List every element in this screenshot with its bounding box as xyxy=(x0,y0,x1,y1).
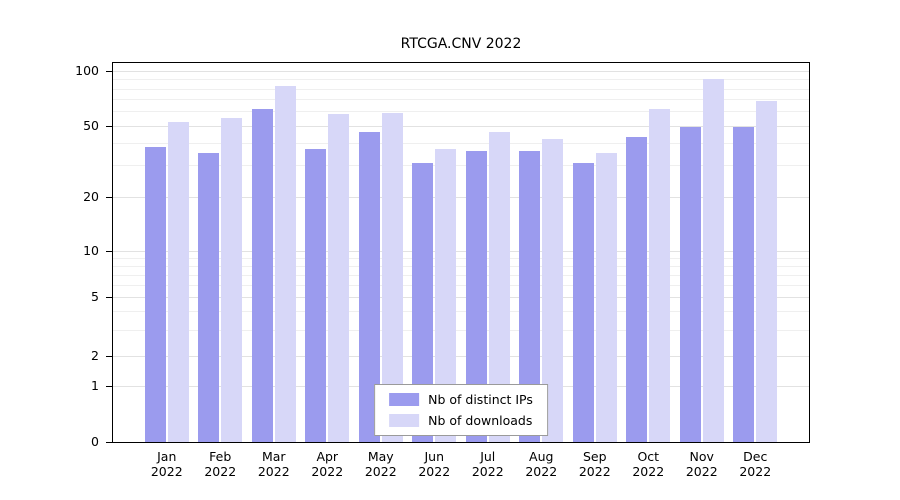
bar-distinct-ips xyxy=(679,127,701,442)
legend-label-downloads: Nb of downloads xyxy=(428,413,533,428)
y-axis-tick-label: 100 xyxy=(75,62,99,78)
gridline-minor xyxy=(113,165,809,167)
x-axis-label: Dec 2022 xyxy=(739,449,772,479)
y-axis-tick-mark xyxy=(106,197,112,199)
y-axis-tick-label: 1 xyxy=(91,378,99,394)
bar-downloads xyxy=(328,113,350,442)
x-axis-label: Nov 2022 xyxy=(685,449,718,479)
gridline-major xyxy=(113,296,809,298)
gridline-minor xyxy=(113,329,809,331)
legend-swatch-downloads xyxy=(389,414,420,427)
gridline-minor xyxy=(113,311,809,313)
y-axis-tick-label: 10 xyxy=(83,242,99,258)
bar-distinct-ips xyxy=(144,147,166,442)
x-axis-label: Jun 2022 xyxy=(418,449,451,479)
gridline-minor xyxy=(113,79,809,81)
bar-distinct-ips xyxy=(358,132,380,442)
gridline-major xyxy=(113,125,809,127)
x-axis-label: Feb 2022 xyxy=(204,449,237,479)
bar-distinct-ips xyxy=(251,108,273,442)
x-axis-label: Oct 2022 xyxy=(632,449,665,479)
chart-title: RTCGA.CNV 2022 xyxy=(400,36,522,52)
y-axis-tick-mark xyxy=(106,125,112,127)
gridline-major xyxy=(113,197,809,199)
y-axis-tick-label: 50 xyxy=(83,117,99,133)
y-axis-tick-mark xyxy=(106,442,112,443)
bar-distinct-ips xyxy=(733,127,755,442)
x-axis-label: Aug 2022 xyxy=(525,449,558,479)
legend-swatch-distinct-ips xyxy=(389,393,420,406)
gridline-minor xyxy=(113,257,809,259)
plot-area: Nb of distinct IPs Nb of downloads xyxy=(106,62,810,443)
x-axis-label: Apr 2022 xyxy=(311,449,344,479)
y-axis-tick-label: 2 xyxy=(91,347,99,363)
gridline-major xyxy=(113,250,809,252)
y-axis-tick-mark xyxy=(106,250,112,252)
legend-label-distinct-ips: Nb of distinct IPs xyxy=(428,392,533,407)
bar-distinct-ips xyxy=(572,162,594,442)
gridline-minor xyxy=(113,265,809,267)
gridline-minor xyxy=(113,284,809,286)
bar-downloads xyxy=(595,153,617,442)
bar-downloads xyxy=(435,149,457,442)
y-axis-tick-label: 5 xyxy=(91,288,99,304)
bar-downloads xyxy=(221,118,243,442)
gridline-minor xyxy=(113,88,809,90)
bar-downloads xyxy=(274,85,296,442)
y-axis-tick-mark xyxy=(106,70,112,72)
plot-inner: Nb of distinct IPs Nb of downloads xyxy=(106,63,809,443)
legend: Nb of distinct IPs Nb of downloads xyxy=(374,384,548,436)
bar-distinct-ips xyxy=(519,151,541,442)
bar-distinct-ips xyxy=(198,153,220,442)
gridline-major xyxy=(113,355,809,357)
bar-distinct-ips xyxy=(305,149,327,442)
y-axis-tick-mark xyxy=(106,355,112,357)
bar-downloads xyxy=(488,132,510,442)
legend-item-downloads: Nb of downloads xyxy=(389,413,533,428)
x-axis: Jan 2022 Feb 2022 Mar 2022 Apr 2022 May 2022… xyxy=(113,449,809,489)
gridline-minor xyxy=(113,142,809,144)
legend-item-distinct-ips: Nb of distinct IPs xyxy=(389,392,533,407)
bar-distinct-ips xyxy=(626,137,648,442)
x-axis-label: Sep 2022 xyxy=(578,449,611,479)
bar-downloads xyxy=(167,122,189,442)
x-axis-label: Mar 2022 xyxy=(257,449,290,479)
gridline-minor xyxy=(113,111,809,113)
y-axis-tick-mark xyxy=(106,296,112,298)
gridline-minor xyxy=(113,99,809,101)
x-axis-label: Jan 2022 xyxy=(150,449,183,479)
gridline-major xyxy=(113,70,809,72)
x-axis-label: May 2022 xyxy=(364,449,397,479)
bar-downloads xyxy=(381,112,403,442)
bar-downloads xyxy=(702,79,724,442)
y-axis-tick-mark xyxy=(106,386,112,388)
y-axis-tick-label: 0 xyxy=(91,434,99,449)
gridline-minor xyxy=(113,274,809,276)
x-axis-label: Jul 2022 xyxy=(471,449,504,479)
y-axis: 0 1 2 5 10 20 50 100 xyxy=(0,62,99,449)
bar-distinct-ips xyxy=(465,151,487,442)
bar-downloads xyxy=(542,139,564,442)
bar-downloads xyxy=(756,101,778,442)
bar-downloads xyxy=(649,108,671,442)
y-axis-tick-label: 20 xyxy=(83,189,99,205)
bar-distinct-ips xyxy=(412,162,434,442)
